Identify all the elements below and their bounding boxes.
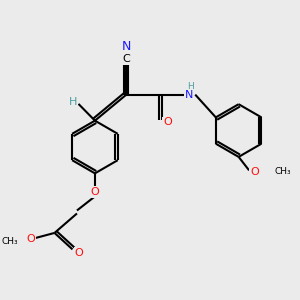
Text: H: H: [69, 97, 77, 106]
Text: O: O: [75, 248, 83, 258]
Text: O: O: [163, 118, 172, 128]
Text: N: N: [185, 90, 194, 100]
Text: CH₃: CH₃: [1, 237, 18, 246]
Text: H: H: [187, 82, 194, 91]
Text: C: C: [122, 54, 130, 64]
Text: O: O: [26, 234, 35, 244]
Text: N: N: [122, 40, 131, 52]
Text: CH₃: CH₃: [274, 167, 291, 176]
Text: O: O: [91, 187, 99, 197]
Text: O: O: [250, 167, 259, 177]
